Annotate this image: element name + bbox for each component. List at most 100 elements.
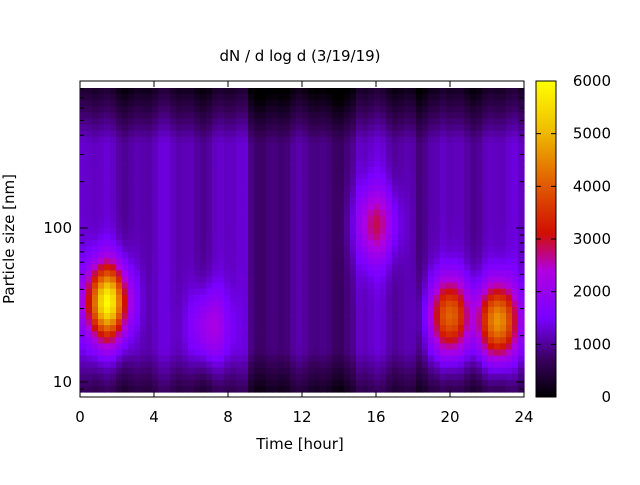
heatmap-cell [110,270,117,278]
heatmap-cell [278,288,285,296]
y-tick-label: 10 [53,373,72,391]
heatmap-cell [470,142,477,150]
heatmap-cell [164,209,171,217]
heatmap-cell [290,112,297,119]
heatmap-cell [284,276,291,284]
heatmap-cell [500,294,507,302]
heatmap-cell [398,288,405,296]
heatmap-cell [416,160,423,168]
heatmap-cell [188,148,195,156]
heatmap-cell [248,331,255,338]
heatmap-cell [452,276,459,284]
heatmap-cell [320,124,327,132]
heatmap-cell [356,197,363,205]
heatmap-cell [476,179,483,186]
heatmap-cell [368,349,375,357]
heatmap-cell [98,337,105,344]
heatmap-cell [482,337,489,344]
heatmap-cell [182,300,189,308]
heatmap-cell [200,282,207,290]
heatmap-cell [416,270,423,278]
heatmap-cell [194,100,201,107]
heatmap-cell [278,276,285,284]
heatmap-cell [428,227,435,235]
heatmap-cell [278,373,285,381]
heatmap-cell [242,373,249,381]
heatmap-cell [320,361,327,369]
heatmap-cell [194,288,201,296]
heatmap-cell [416,233,423,241]
heatmap-cell [182,106,189,113]
heatmap-cell [176,325,183,332]
heatmap-cell [404,385,411,393]
heatmap-cell [200,288,207,296]
heatmap-cell [248,373,255,381]
heatmap-cell [320,179,327,186]
heatmap-cell [386,306,393,314]
heatmap-cell [260,373,267,381]
heatmap-cell [230,288,237,296]
heatmap-cell [104,355,111,363]
heatmap-cell [356,130,363,138]
heatmap-cell [284,367,291,375]
heatmap-cell [80,130,87,138]
heatmap-cell [350,258,357,265]
heatmap-cell [320,106,327,113]
heatmap-cell [428,331,435,338]
heatmap-cell [98,203,105,211]
heatmap-cell [362,367,369,375]
heatmap-cell [170,185,177,192]
heatmap-cell [224,361,231,369]
heatmap-cell [332,179,339,186]
heatmap-cell [314,325,321,332]
heatmap-cell [128,258,135,265]
heatmap-cell [218,367,225,375]
heatmap-cell [128,100,135,107]
heatmap-cell [494,343,501,351]
heatmap-cell [194,167,201,174]
heatmap-cell [182,215,189,223]
heatmap-cell [422,246,429,253]
heatmap-cell [500,337,507,344]
heatmap-cell [278,136,285,144]
heatmap-cell [260,94,267,101]
heatmap-cell [200,215,207,223]
heatmap-cell [164,148,171,156]
heatmap-cell [494,264,501,271]
heatmap-cell [218,355,225,363]
heatmap-cell [398,124,405,132]
heatmap-cell [416,325,423,332]
heatmap-cell [146,355,153,363]
heatmap-cell [386,112,393,119]
heatmap-cell [350,373,357,381]
heatmap-cell [140,349,147,357]
heatmap-cell [434,355,441,363]
heatmap-cell [128,142,135,150]
heatmap-cell [176,240,183,247]
heatmap-cell [518,379,525,387]
heatmap-cell [422,331,429,338]
heatmap-cell [200,185,207,192]
heatmap-cell [428,246,435,253]
heatmap-cell [182,319,189,326]
heatmap-cell [308,167,315,174]
heatmap-cell [284,306,291,314]
heatmap-cell [506,185,513,192]
heatmap-cell [116,294,123,302]
heatmap-cell [428,276,435,284]
heatmap-cell [362,209,369,217]
heatmap-cell [272,106,279,113]
heatmap-cell [164,179,171,186]
heatmap-cell [476,88,483,95]
heatmap-cell [362,94,369,101]
heatmap-cell [440,252,447,259]
heatmap-cell [212,215,219,223]
heatmap-cell [290,88,297,95]
heatmap-cell [374,185,381,192]
heatmap-cell [422,118,429,126]
heatmap-cell [80,167,87,174]
heatmap-cell [98,325,105,332]
heatmap-cell [380,312,387,320]
heatmap-cell [410,136,417,144]
heatmap-cell [410,142,417,150]
